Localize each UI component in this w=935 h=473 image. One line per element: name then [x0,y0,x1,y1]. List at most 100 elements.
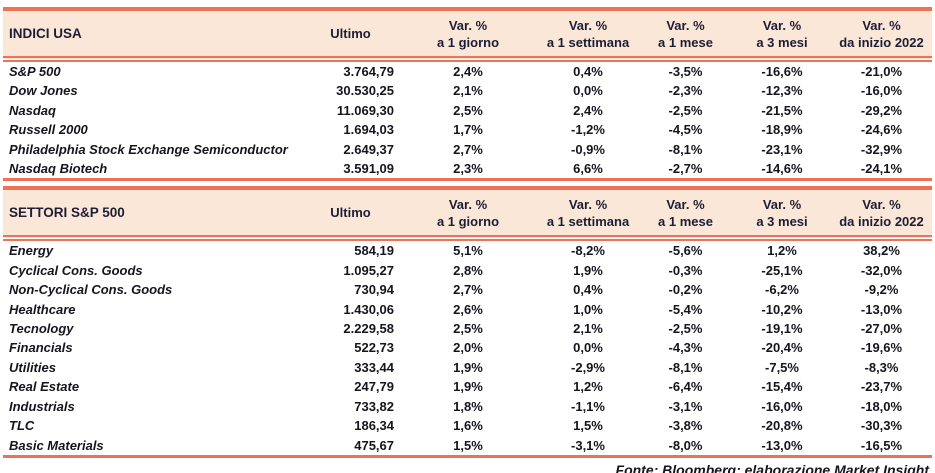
table-row: Nasdaq Biotech 3.591,09 2,3% 6,6% -2,7% … [3,159,932,182]
var-1-mese: -2,5% [668,321,703,337]
var-1-mese: -3,1% [668,398,703,414]
row-label: Russell 2000 [9,122,88,138]
table-row: TLC 186,34 1,6% 1,5% -3,8% -20,8% -30,3% [3,416,932,435]
var-1-settimana: -1,2% [571,122,605,138]
column-header-var-1-settimana: Var. % a 1 settimana [538,186,638,242]
ultimo-value: 733,82 [354,398,394,414]
var-inizio-2022: -30,3% [860,418,903,434]
var-3-mesi: -7,5% [765,359,799,375]
ultimo-value: 1.095,27 [343,262,394,278]
var-1-giorno: 2,7% [453,282,483,298]
var-1-giorno: 1,8% [453,398,483,414]
ultimo-value: 333,44 [354,359,394,375]
var-1-giorno: 2,5% [453,102,483,118]
row-label: Non-Cyclical Cons. Goods [9,282,173,298]
var-1-giorno: 2,0% [453,340,483,356]
ultimo-value: 2.649,37 [343,141,394,157]
var-1-giorno: 2,7% [453,141,483,157]
table-row: Philadelphia Stock Exchange Semiconducto… [3,140,932,159]
var-1-giorno: 2,8% [453,262,483,278]
var-3-mesi: -16,6% [761,64,803,79]
ultimo-value: 11.069,30 [336,102,394,118]
row-label: Basic Materials [3,435,303,458]
var-inizio-2022: -19,6% [860,340,903,356]
var-1-mese: -4,5% [668,122,703,138]
row-label: Philadelphia Stock Exchange Semiconducto… [9,141,288,157]
var-3-mesi: -20,4% [761,340,803,356]
var-1-settimana: -2,9% [571,359,605,375]
table-row: Non-Cyclical Cons. Goods 730,94 2,7% 0,4… [3,280,932,299]
ultimo-value: 1.694,03 [343,122,394,138]
var-1-settimana: 6,6% [538,159,638,182]
table-row: Industrials 733,82 1,8% -1,1% -3,1% -16,… [3,397,932,416]
table-row: Financials 522,73 2,0% 0,0% -4,3% -20,4%… [3,338,932,357]
var-1-settimana: 2,1% [573,321,603,337]
var-1-settimana: 0,4% [573,282,603,298]
column-header-ultimo: Ultimo [303,186,398,242]
row-label: Cyclical Cons. Goods [9,262,143,278]
var-3-mesi: -18,9% [761,122,803,138]
var-1-giorno: 2,5% [453,321,483,337]
var-1-settimana: -1,1% [571,398,605,414]
ultimo-value: 3.764,79 [343,64,394,79]
var-3-mesi: 1,2% [767,243,797,259]
var-1-settimana: 1,0% [573,301,603,317]
var-3-mesi: -15,4% [761,379,803,395]
var-1-settimana: -8,2% [571,243,605,259]
var-1-mese: -8,1% [668,141,703,157]
row-label: Tecnology [9,321,74,337]
table-row: Russell 2000 1.694,03 1,7% -1,2% -4,5% -… [3,120,932,139]
var-1-giorno: 2,4% [453,64,483,79]
row-label: Healthcare [9,301,76,317]
table-row: Real Estate 247,79 1,9% 1,2% -6,4% -15,4… [3,377,932,396]
ultimo-value: 2.229,58 [343,321,394,337]
var-inizio-2022: -16,0% [860,83,903,99]
row-label: S&P 500 [9,64,61,79]
table-row: Utilities 333,44 1,9% -2,9% -8,1% -7,5% … [3,358,932,377]
table-row: Nasdaq 11.069,30 2,5% 2,4% -2,5% -21,5% … [3,101,932,120]
var-1-mese: -8,0% [638,435,733,458]
var-inizio-2022: -16,5% [831,435,932,458]
var-inizio-2022: -27,0% [860,321,903,337]
row-label: Industrials [9,398,75,414]
source-credit: Fonte: Bloomberg; elaborazione Market In… [615,461,929,473]
var-1-mese: -8,1% [668,359,703,375]
table-row: Tecnology 2.229,58 2,5% 2,1% -2,5% -19,1… [3,319,932,338]
var-1-giorno: 2,3% [398,159,538,182]
settori-sp500-table: SETTORI S&P 500 Ultimo Var. % a 1 giorno … [3,186,932,458]
var-1-settimana: 0,4% [573,64,603,79]
var-1-mese: -3,5% [668,64,703,79]
var-inizio-2022: -9,2% [864,282,899,298]
var-1-mese: -0,2% [668,282,703,298]
indici-usa-header-row: INDICI USA Ultimo Var. % a 1 giorno Var. … [3,7,932,62]
var-3-mesi: -21,5% [761,102,803,118]
indici-usa-table: INDICI USA Ultimo Var. % a 1 giorno Var. … [3,7,932,182]
indici-usa-title: INDICI USA [3,7,303,62]
ultimo-value: 475,67 [303,435,398,458]
var-1-giorno: 5,1% [453,243,483,259]
var-inizio-2022: 38,2% [863,243,900,259]
var-3-mesi: -20,8% [761,418,803,434]
ultimo-value: 30.530,25 [336,83,394,99]
table-row: Dow Jones 30.530,25 2,1% 0,0% -2,3% -12,… [3,81,932,100]
var-3-mesi: -23,1% [761,141,803,157]
column-header-var-3-mesi: Var. % a 3 mesi [733,186,831,242]
var-1-mese: -6,4% [668,379,703,395]
var-1-giorno: 1,9% [453,359,483,375]
var-3-mesi: -19,1% [761,321,803,337]
var-3-mesi: -12,3% [761,83,803,99]
var-3-mesi: -14,6% [733,159,831,182]
row-label: Utilities [9,359,56,375]
var-1-settimana: -0,9% [571,141,605,157]
column-header-var-1-mese: Var. % a 1 mese [638,186,733,242]
var-3-mesi: -25,1% [761,262,803,278]
row-label: TLC [9,418,35,434]
var-inizio-2022: -24,1% [831,159,932,182]
var-inizio-2022: -18,0% [860,398,903,414]
var-1-giorno: 2,1% [453,83,483,99]
column-header-var-3-mesi: Var. % a 3 mesi [733,7,831,62]
var-inizio-2022: -23,7% [860,379,903,395]
row-label: Energy [9,243,54,259]
var-1-mese: -2,3% [668,83,703,99]
